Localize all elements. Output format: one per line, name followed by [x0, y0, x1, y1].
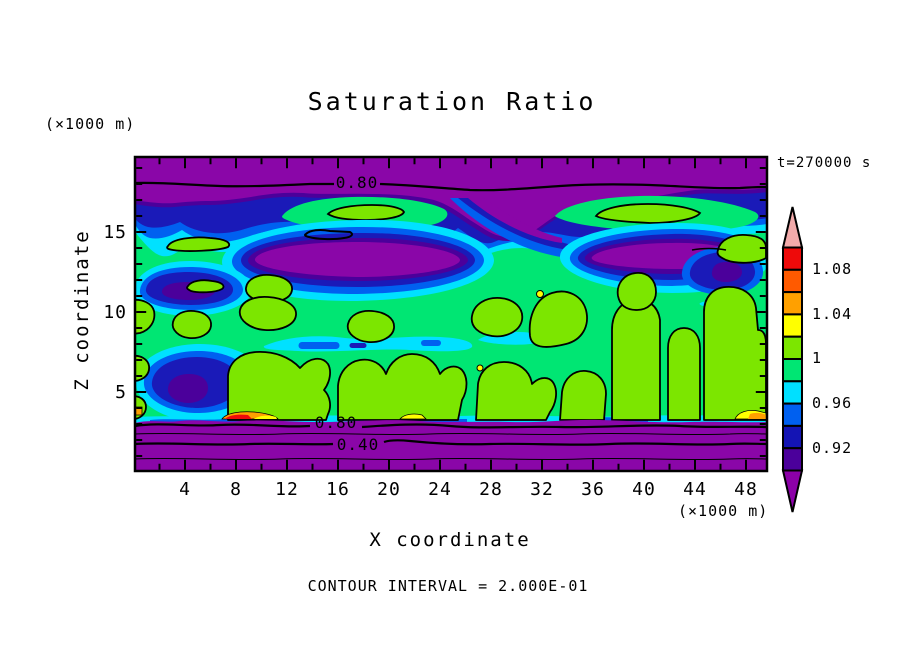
x-axis-units: (×1000 m): [678, 502, 769, 520]
x-tick-label: 8: [230, 479, 242, 500]
x-tick-label: 48: [734, 479, 758, 500]
page-title: Saturation Ratio: [307, 87, 597, 116]
x-tick-label: 36: [581, 479, 605, 500]
contour-field: [135, 157, 767, 471]
colorbar-label: 1: [812, 349, 823, 367]
y-axis-units: (×1000 m): [45, 115, 136, 133]
x-tick-label: 20: [377, 479, 401, 500]
colorbar: [781, 206, 804, 513]
colorbar-label: 1.08: [812, 260, 853, 278]
contour-label-040-bottom: 0.40: [336, 435, 380, 454]
y-tick-label: 15: [103, 222, 127, 243]
axis-ticks: [136, 158, 766, 470]
x-axis-label: X coordinate: [369, 529, 531, 551]
x-tick-label: 28: [479, 479, 503, 500]
timestamp: t=270000 s: [777, 155, 872, 171]
colorbar-label: 1.04: [812, 305, 853, 323]
x-tick-label: 16: [326, 479, 350, 500]
colorbar-label: 0.92: [812, 439, 853, 457]
contour-label-080-bottom: 0.80: [314, 413, 358, 432]
x-tick-label: 44: [683, 479, 707, 500]
x-tick-label: 32: [530, 479, 554, 500]
colorbar-label: 0.96: [812, 394, 853, 412]
x-tick-label: 24: [428, 479, 452, 500]
contour-interval-note: CONTOUR INTERVAL = 2.000E-01: [307, 577, 589, 595]
y-tick-label: 5: [115, 382, 127, 403]
plot-frame: [133, 155, 769, 473]
y-tick-label: 10: [103, 302, 127, 323]
x-tick-label: 40: [632, 479, 656, 500]
contour-label-080-top: 0.80: [335, 173, 379, 192]
x-tick-label: 12: [275, 479, 299, 500]
x-tick-label: 4: [179, 479, 191, 500]
